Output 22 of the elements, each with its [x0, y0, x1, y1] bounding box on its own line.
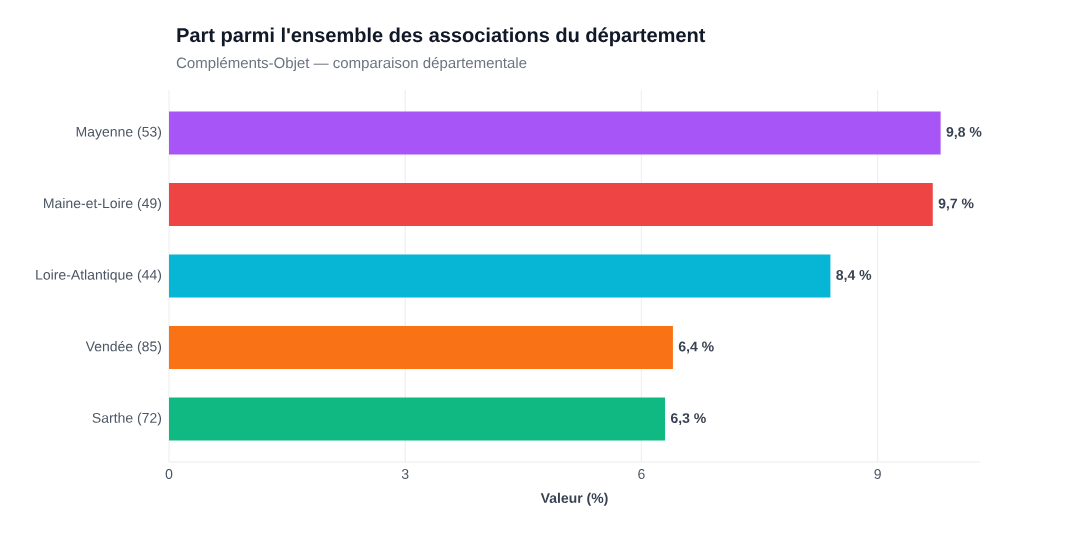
bar [169, 182, 933, 226]
data-label: 9,8 % [946, 126, 982, 139]
bar [169, 254, 831, 298]
x-tick-label: 6 [638, 469, 645, 479]
y-tick-label: Vendée (85) [85, 340, 162, 355]
bar [169, 397, 666, 441]
bar [169, 326, 673, 370]
y-tick-label: Sarthe (72) [92, 412, 162, 426]
x-tick-label: 3 [401, 469, 409, 479]
data-label: 6,3 % [670, 413, 706, 426]
x-tick-label: 9 [874, 469, 881, 479]
bar [169, 111, 941, 155]
y-tick-label: Mayenne (53) [76, 126, 162, 140]
data-label: 6,4 % [678, 341, 714, 354]
y-tick-label: Maine-et-Loire (49) [44, 197, 162, 211]
chart-subtitle: Compléments-Objet — comparaison départementale [176, 56, 527, 72]
chart-title: Part parmi l'ensemble des associations du département [177, 27, 706, 47]
x-tick-label: 0 [165, 469, 173, 479]
y-tick-label: Loire-Atlantique (44) [36, 269, 162, 283]
data-label: 8,4 % [836, 270, 872, 282]
x-axis-title: Valeur (%) [540, 492, 608, 506]
data-label: 9,7 % [938, 198, 974, 211]
